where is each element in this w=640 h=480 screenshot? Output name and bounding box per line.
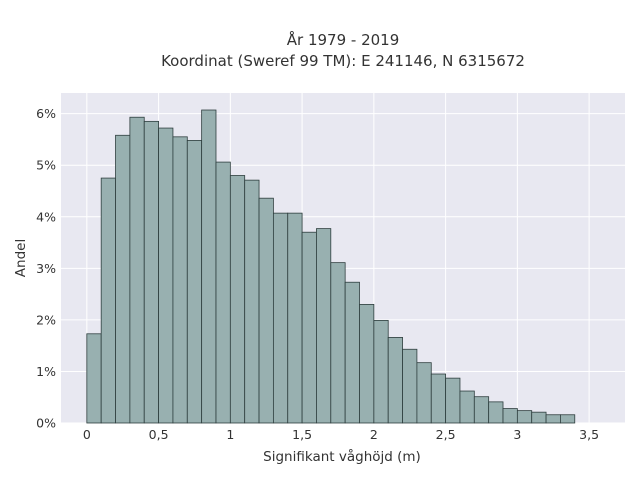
y-tick-label: 3% (36, 261, 56, 276)
x-tick-label: 2 (370, 427, 378, 442)
histogram-bar (129, 116, 145, 424)
x-axis-label: Signifikant våghöjd (m) (263, 448, 421, 465)
histogram-bar (373, 319, 389, 424)
y-tick-label: 4% (36, 209, 56, 224)
histogram-bar (430, 373, 447, 424)
histogram-bar (244, 179, 260, 424)
histogram-bar (502, 408, 518, 424)
histogram-bar (258, 197, 274, 424)
chart-subtitle: Koordinat (Sweref 99 TM): E 241146, N 63… (161, 52, 525, 70)
x-tick-label: 2,5 (436, 427, 456, 442)
y-tick-label: 5% (36, 158, 56, 173)
histogram-bars (86, 109, 576, 424)
histogram-bar (488, 401, 504, 424)
y-tick-label: 2% (36, 312, 56, 327)
y-tick-label: 6% (36, 106, 56, 121)
histogram-bar (158, 127, 174, 424)
histogram-bar (459, 390, 475, 424)
histogram-bar (560, 414, 576, 424)
histogram-bar (344, 281, 360, 424)
histogram-bar (229, 175, 246, 424)
y-axis-label: Andel (13, 239, 29, 277)
histogram-bar (316, 228, 332, 424)
x-tick-label: 0 (83, 427, 91, 442)
histogram-bar (516, 410, 533, 424)
histogram-bar (215, 161, 231, 424)
x-tick-labels: 0 0,5 1 1,5 2 2,5 3 3,5 (83, 427, 599, 442)
histogram-bar (172, 136, 188, 424)
histogram-bar (272, 212, 289, 424)
x-tick-label: 3 (513, 427, 521, 442)
x-tick-label: 0,5 (149, 427, 169, 442)
histogram-bar (201, 109, 217, 424)
histogram-bar (115, 134, 131, 424)
histogram-bar (143, 120, 159, 424)
histogram-bar (473, 396, 490, 424)
histogram-bar (402, 348, 418, 424)
y-tick-label: 0% (36, 416, 56, 431)
x-tick-label: 1 (226, 427, 234, 442)
histogram-bar (186, 140, 203, 424)
histogram-bar (100, 177, 116, 424)
histogram-bar (330, 262, 346, 424)
histogram-bar (301, 231, 317, 424)
histogram-bar (416, 362, 432, 424)
histogram-bar (531, 411, 547, 424)
x-tick-label: 1,5 (292, 427, 312, 442)
x-tick-label: 3,5 (579, 427, 599, 442)
chart-title: År 1979 - 2019 (287, 30, 400, 49)
histogram-bar (86, 333, 102, 424)
histogram-bar (359, 304, 375, 424)
histogram-bar (545, 414, 561, 424)
y-tick-labels: 0% 1% 2% 3% 4% 5% 6% (36, 106, 56, 430)
histogram-bar (387, 337, 403, 424)
histogram-bar (287, 212, 303, 424)
histogram-bar (445, 377, 461, 424)
y-tick-label: 1% (36, 364, 56, 379)
